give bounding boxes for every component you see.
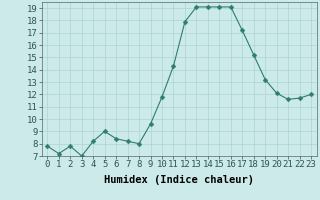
X-axis label: Humidex (Indice chaleur): Humidex (Indice chaleur) bbox=[104, 175, 254, 185]
